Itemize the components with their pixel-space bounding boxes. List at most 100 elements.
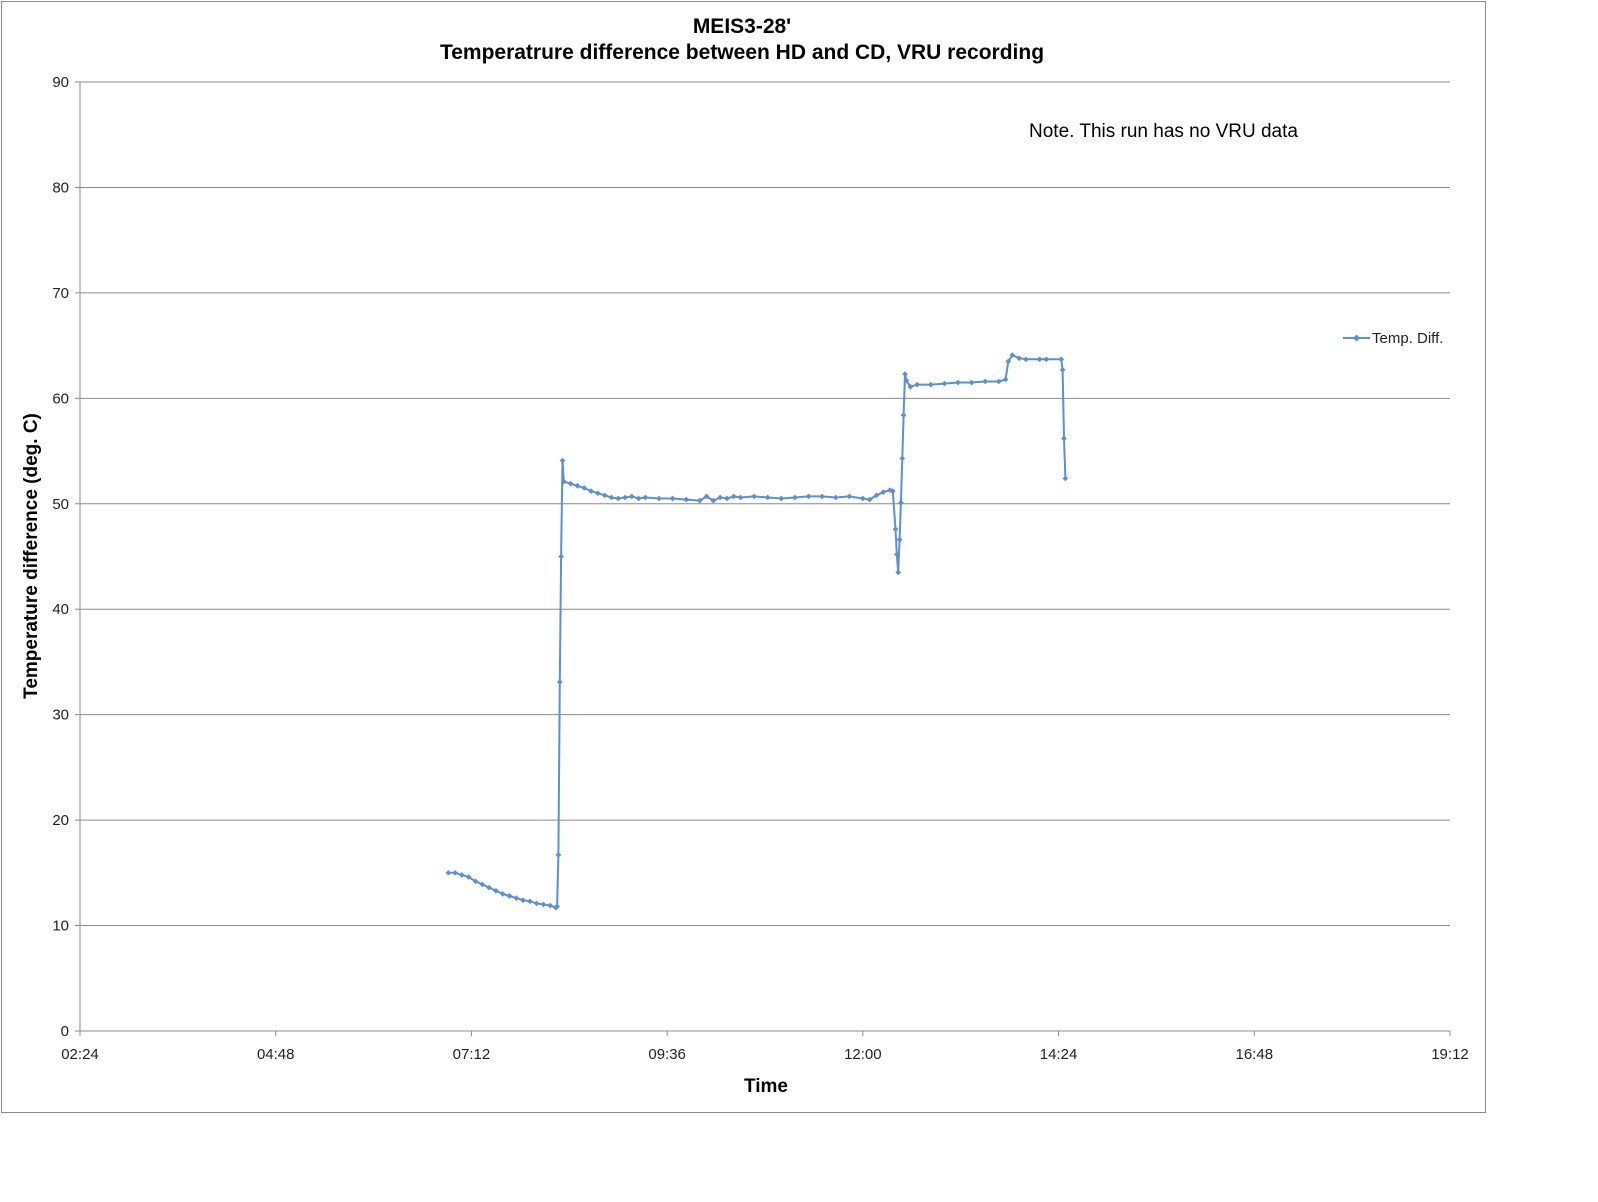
data-point (730, 493, 737, 500)
data-point (547, 902, 554, 909)
y-tick-label: 20 (52, 812, 69, 829)
data-point (452, 870, 458, 876)
y-tick-label: 90 (52, 74, 69, 91)
gridlines (80, 81, 1450, 927)
data-point (914, 381, 921, 388)
data-point (819, 493, 825, 500)
chart-frame (1, 1, 1486, 1113)
data-point (832, 494, 839, 501)
data-point (927, 381, 934, 388)
data-point (622, 494, 628, 501)
data-point (751, 493, 757, 500)
data-point (895, 569, 902, 576)
data-point (459, 872, 465, 878)
data-point (880, 489, 887, 496)
x-tick-label: 14:24 (1040, 1046, 1078, 1063)
x-tick-label: 12:00 (844, 1046, 882, 1063)
data-point (899, 455, 906, 462)
data-point (898, 499, 904, 506)
x-axis-title: Time (744, 1076, 788, 1097)
data-point (554, 903, 560, 910)
data-point (581, 485, 588, 491)
data-point (656, 495, 662, 502)
data-point (941, 380, 948, 387)
data-point (1005, 358, 1012, 365)
data-point (703, 493, 710, 500)
data-point (902, 371, 908, 377)
data-point (635, 495, 642, 502)
data-point (533, 900, 540, 907)
data-point (1059, 367, 1066, 373)
data-point (561, 478, 567, 485)
series-line (448, 354, 1067, 909)
data-point (955, 379, 961, 386)
data-point (846, 493, 853, 500)
data-point (445, 870, 452, 876)
legend: Temp. Diff. (1343, 330, 1443, 347)
data-point (486, 884, 492, 891)
x-tick-label: 16:48 (1236, 1046, 1274, 1063)
data-point (601, 492, 608, 499)
data-point (520, 897, 526, 904)
data-point (669, 495, 676, 502)
data-point (1062, 475, 1069, 482)
legend-marker (1352, 334, 1361, 342)
data-point (472, 878, 479, 885)
y-axis-ticks: 0 10 20 30 40 50 60 70 80 90 (52, 74, 80, 1040)
data-point (527, 898, 533, 905)
data-point (574, 483, 581, 489)
x-tick-label: 02:24 (61, 1046, 99, 1063)
data-point (900, 412, 907, 419)
y-tick-label: 10 (52, 918, 69, 935)
data-point (1036, 356, 1043, 363)
x-tick-label: 09:36 (648, 1046, 686, 1063)
data-point (555, 852, 562, 858)
data-point (642, 494, 649, 501)
data-point (892, 526, 899, 532)
data-point (1061, 435, 1067, 442)
data-point (894, 551, 900, 558)
data-point (860, 495, 866, 502)
data-point (982, 378, 989, 385)
data-point (792, 494, 798, 501)
data-point (567, 480, 574, 487)
data-point (903, 377, 910, 384)
data-point (558, 553, 564, 560)
y-tick-label: 40 (52, 601, 69, 618)
x-axis-ticks: 02:24 04:48 07:12 09:36 12:00 14:24 16:48 19:12 (61, 1031, 1469, 1063)
data-point (764, 494, 771, 501)
data-point (995, 378, 1002, 385)
data-point (778, 495, 785, 502)
x-tick-label: 07:12 (453, 1046, 491, 1063)
data-point (896, 536, 903, 543)
y-tick-label: 30 (52, 707, 69, 724)
data-point (513, 895, 520, 901)
data-point (1009, 352, 1016, 358)
data-point (683, 496, 689, 503)
y-tick-label: 60 (52, 390, 69, 407)
data-point (907, 383, 914, 390)
legend-label: Temp. Diff. (1372, 330, 1443, 347)
x-tick-label: 04:48 (257, 1046, 295, 1063)
chart-subtitle: Temperatrure difference between HD and C… (440, 41, 1044, 64)
data-point (608, 494, 615, 501)
data-point (493, 887, 499, 894)
data-point (1002, 376, 1009, 383)
series-temp-diff (445, 352, 1069, 911)
chart-title: MEIS3-28' (693, 15, 791, 38)
data-point (559, 457, 566, 464)
data-point (1016, 355, 1022, 362)
chart-note: Note. This run has no VRU data (1029, 121, 1298, 142)
data-point (556, 679, 563, 685)
data-point (889, 488, 896, 494)
y-tick-label: 50 (52, 496, 69, 513)
data-point (717, 494, 723, 501)
data-point (696, 497, 703, 504)
data-point (873, 492, 880, 499)
y-tick-label: 0 (61, 1023, 69, 1040)
data-point (1043, 356, 1050, 363)
data-point (737, 494, 744, 501)
data-point (588, 488, 594, 494)
data-point (594, 490, 601, 497)
